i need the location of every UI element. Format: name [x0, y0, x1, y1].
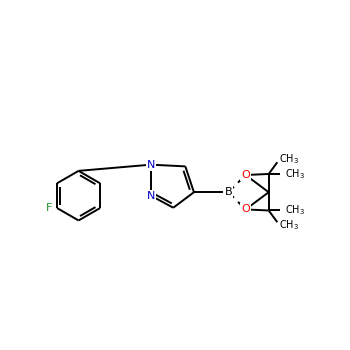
Text: N: N: [147, 160, 155, 170]
Text: CH$_3$: CH$_3$: [279, 218, 299, 232]
Text: N: N: [147, 191, 155, 201]
Text: CH$_3$: CH$_3$: [285, 167, 305, 181]
Text: CH$_3$: CH$_3$: [279, 153, 299, 166]
Text: F: F: [46, 203, 52, 213]
Text: B: B: [225, 187, 232, 197]
Text: CH$_3$: CH$_3$: [285, 204, 305, 217]
Text: O: O: [241, 170, 250, 180]
Text: O: O: [241, 204, 250, 215]
